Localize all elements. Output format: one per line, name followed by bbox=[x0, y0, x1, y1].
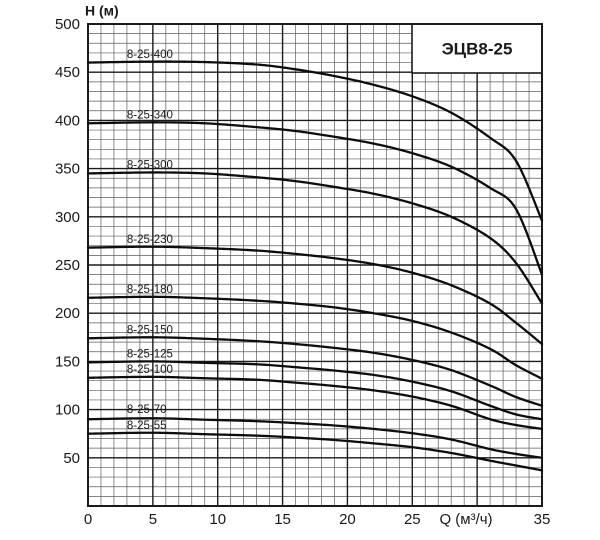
svg-text:8-25-230: 8-25-230 bbox=[127, 234, 173, 246]
svg-text:ЭЦВ8-25: ЭЦВ8-25 bbox=[442, 40, 513, 59]
svg-text:8-25-180: 8-25-180 bbox=[127, 284, 173, 296]
svg-text:50: 50 bbox=[63, 450, 80, 467]
svg-text:35: 35 bbox=[534, 511, 551, 528]
svg-text:250: 250 bbox=[55, 257, 80, 274]
svg-text:8-25-150: 8-25-150 bbox=[127, 325, 173, 337]
svg-text:15: 15 bbox=[274, 511, 291, 528]
svg-text:500: 500 bbox=[55, 16, 80, 33]
svg-text:400: 400 bbox=[55, 112, 80, 129]
svg-text:200: 200 bbox=[55, 305, 80, 322]
svg-text:8-25-125: 8-25-125 bbox=[127, 349, 173, 361]
svg-text:10: 10 bbox=[209, 511, 226, 528]
svg-text:0: 0 bbox=[84, 511, 92, 528]
svg-text:8-25-400: 8-25-400 bbox=[127, 49, 173, 61]
svg-text:8-25-100: 8-25-100 bbox=[127, 364, 173, 376]
svg-text:150: 150 bbox=[55, 353, 80, 370]
svg-text:20: 20 bbox=[339, 511, 356, 528]
svg-text:8-25-300: 8-25-300 bbox=[127, 160, 173, 172]
svg-text:8-25-70: 8-25-70 bbox=[127, 404, 167, 416]
svg-text:5: 5 bbox=[149, 511, 157, 528]
svg-text:8-25-55: 8-25-55 bbox=[127, 420, 167, 432]
svg-text:300: 300 bbox=[55, 209, 80, 226]
svg-text:350: 350 bbox=[55, 161, 80, 178]
svg-text:8-25-340: 8-25-340 bbox=[127, 110, 173, 122]
svg-text:Q (м³/ч): Q (м³/ч) bbox=[439, 511, 492, 528]
svg-text:25: 25 bbox=[404, 511, 421, 528]
svg-text:450: 450 bbox=[55, 64, 80, 81]
svg-text:H (м): H (м) bbox=[85, 3, 119, 19]
svg-text:100: 100 bbox=[55, 402, 80, 419]
